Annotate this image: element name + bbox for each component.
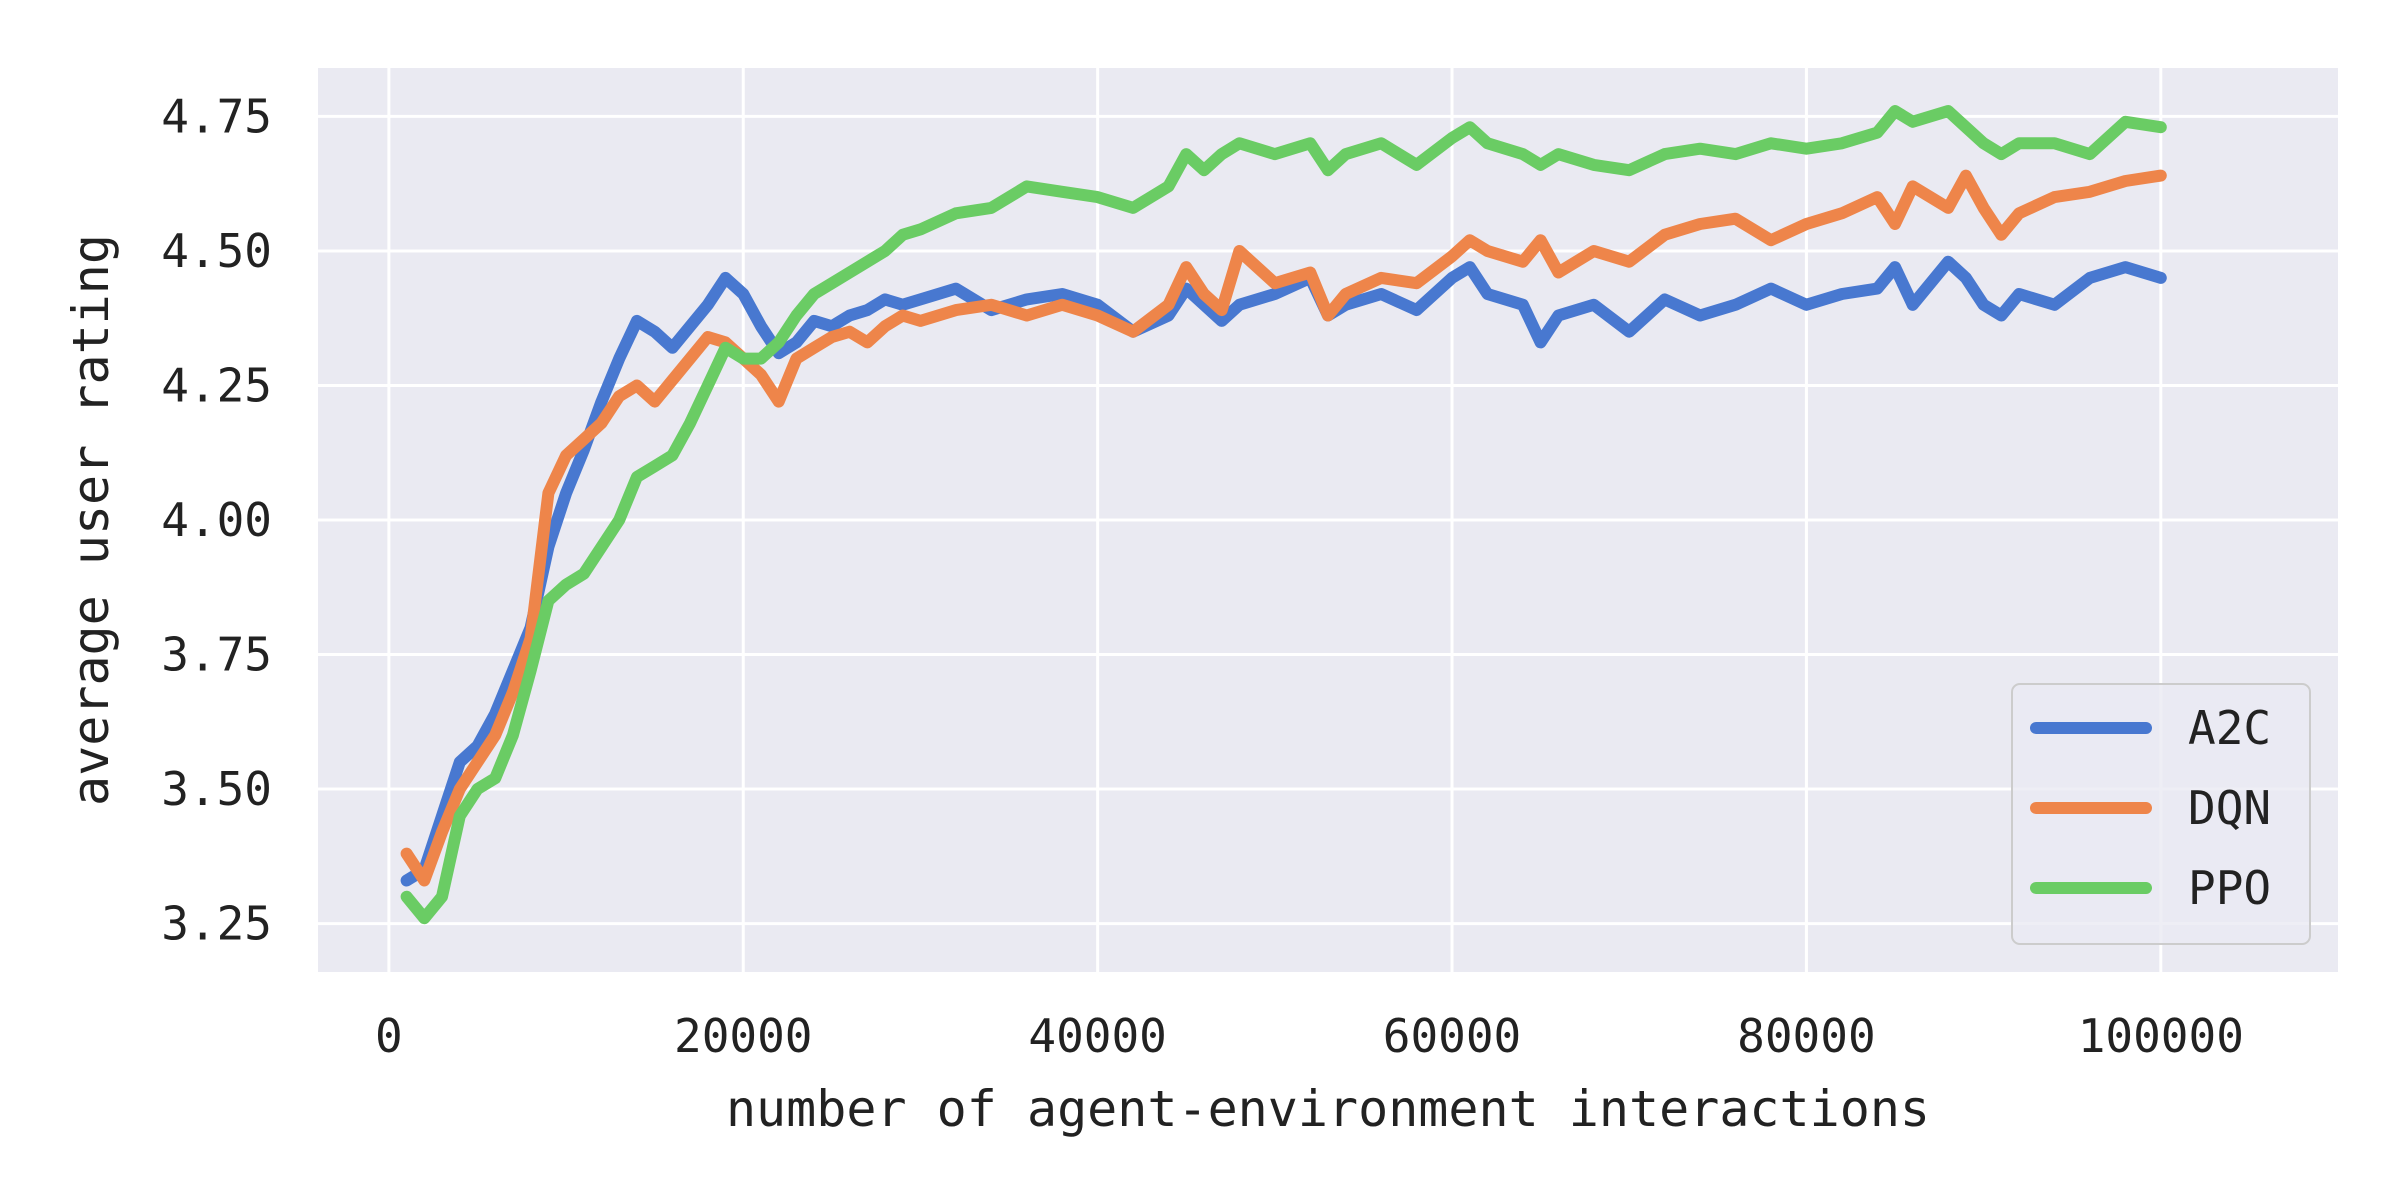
x-tick-label: 40000 [1028,1009,1166,1063]
series-line-ppo [400,105,2167,925]
legend-box [2011,683,2311,945]
y-axis-label: average user rating [62,234,120,806]
grid-lines [318,68,2338,972]
legend-label-dqn: DQN [2188,781,2271,835]
series-line-a2c [400,255,2167,887]
y-tick-label: 3.50 [161,762,272,816]
tick-labels: 0 20000 40000 60000 80000 100000 3.25 3.50 3.75 4… [161,89,2244,1063]
y-tick-label: 4.25 [161,358,272,412]
x-tick-label: 80000 [1737,1009,1875,1063]
y-tick-label: 4.00 [161,493,272,547]
x-tick-label: 20000 [674,1009,812,1063]
x-tick-label: 100000 [2078,1009,2244,1063]
y-tick-label: 3.25 [161,897,272,951]
x-tick-label: 0 [375,1009,403,1063]
legend-label-ppo: PPO [2188,861,2271,915]
series-line-dqn [400,169,2167,887]
legend: A2C DQN PPO [2011,683,2311,945]
x-axis-label: number of agent-environment interactions [726,1080,1930,1138]
y-tick-label: 3.75 [161,628,272,682]
legend-items: A2C DQN PPO [2030,701,2271,915]
y-tick-label: 4.75 [161,89,272,143]
series-lines [400,105,2167,925]
x-tick-label: 60000 [1383,1009,1521,1063]
y-tick-label: 4.50 [161,224,272,278]
legend-label-a2c: A2C [2188,701,2271,755]
